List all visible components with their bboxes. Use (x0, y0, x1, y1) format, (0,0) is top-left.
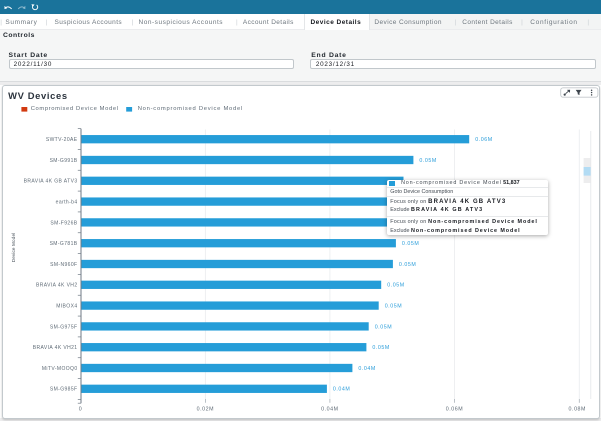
svg-text:BRAVIA 4K VH2: BRAVIA 4K VH2 (36, 283, 78, 289)
svg-text:0.06M: 0.06M (446, 407, 463, 413)
svg-text:0.04M: 0.04M (321, 407, 338, 413)
svg-text:0.05M: 0.05M (375, 324, 392, 330)
svg-text:0.04M: 0.04M (333, 387, 350, 393)
svg-text:SM-G985F: SM-G985F (50, 387, 78, 393)
svg-text:0.05M: 0.05M (419, 158, 436, 164)
svg-text:0.05M: 0.05M (399, 262, 416, 268)
svg-text:0.05M: 0.05M (385, 304, 402, 310)
svg-text:Device Model: Device Model (11, 233, 16, 263)
svg-text:0.05M: 0.05M (387, 283, 404, 289)
svg-text:0.05M: 0.05M (372, 345, 389, 351)
svg-text:0.02M: 0.02M (197, 407, 214, 413)
svg-text:SM-G991B: SM-G991B (50, 158, 78, 164)
svg-text:earth-b4: earth-b4 (56, 200, 78, 206)
svg-text:SM-G781B: SM-G781B (50, 241, 78, 247)
svg-text:BRAVIA 4K GB ATV3: BRAVIA 4K GB ATV3 (24, 179, 78, 185)
svg-text:SM-G975F: SM-G975F (50, 324, 78, 330)
svg-text:SM-N960F: SM-N960F (50, 262, 77, 268)
svg-text:0.08M: 0.08M (569, 407, 586, 413)
svg-text:0.06M: 0.06M (475, 137, 492, 143)
svg-text:MiTV-MOOQ0: MiTV-MOOQ0 (42, 366, 78, 372)
svg-text:0: 0 (79, 407, 83, 413)
svg-text:MIBOX4: MIBOX4 (56, 304, 77, 310)
svg-text:0.05M: 0.05M (402, 241, 419, 247)
svg-text:0.04M: 0.04M (358, 366, 375, 372)
svg-text:SWTV-20AE: SWTV-20AE (46, 137, 78, 143)
svg-text:SM-F926B: SM-F926B (50, 220, 77, 226)
svg-text:BRAVIA 4K VH21: BRAVIA 4K VH21 (33, 345, 78, 351)
